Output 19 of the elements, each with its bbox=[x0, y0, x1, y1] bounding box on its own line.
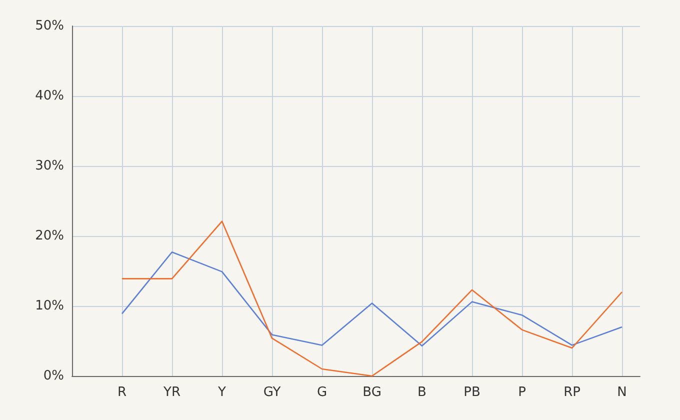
x-tick-label: G bbox=[316, 385, 328, 400]
x-tick-label: B bbox=[418, 385, 426, 400]
x-tick-label: R bbox=[117, 385, 127, 400]
x-tick-label: YR bbox=[162, 385, 180, 400]
x-tick-label: RP bbox=[564, 385, 581, 400]
y-tick-label: 40% bbox=[35, 88, 64, 104]
y-tick-label: 50% bbox=[35, 18, 64, 34]
x-tick-label: Y bbox=[217, 385, 226, 400]
x-tick-label: PB bbox=[464, 385, 480, 400]
x-tick-label: GY bbox=[263, 385, 281, 400]
x-tick-label: P bbox=[518, 385, 526, 400]
y-tick-label: 0% bbox=[43, 368, 64, 384]
y-tick-label: 20% bbox=[35, 228, 64, 244]
x-tick-label: BG bbox=[362, 385, 382, 400]
y-tick-label: 30% bbox=[35, 158, 64, 174]
x-tick-label: N bbox=[617, 385, 627, 400]
y-tick-label: 10% bbox=[35, 298, 64, 314]
line-series bbox=[121, 220, 623, 377]
line-series bbox=[121, 251, 623, 347]
